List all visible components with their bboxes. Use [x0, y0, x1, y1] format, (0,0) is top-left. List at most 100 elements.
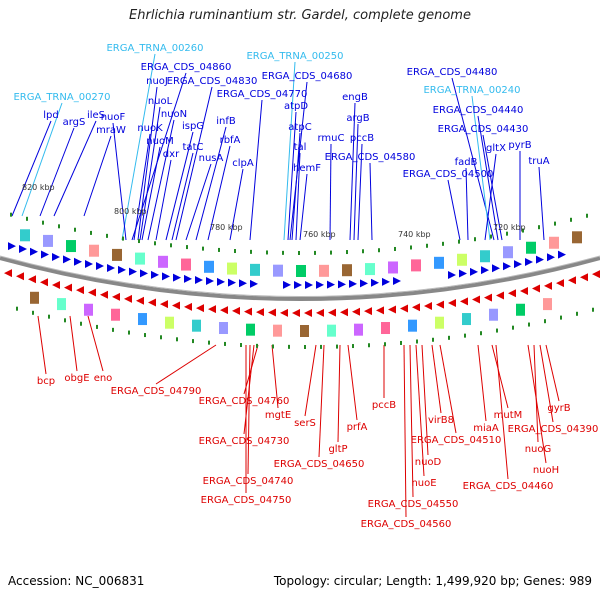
tick-dot	[512, 325, 514, 330]
gene-label: pccB	[372, 400, 396, 411]
reverse-gene-arrow	[412, 303, 420, 312]
tick-dot	[554, 221, 556, 226]
label-line	[369, 162, 373, 241]
forward-gene-arrow	[8, 242, 16, 251]
gene-label: nuoN	[161, 109, 187, 120]
feature-block	[572, 231, 582, 244]
forward-gene-arrow	[52, 252, 60, 261]
tick-dot	[122, 236, 124, 241]
gene-label: ERGA_CDS_04480	[407, 67, 498, 78]
label-line	[139, 106, 161, 241]
reverse-gene-arrow	[364, 307, 372, 316]
label-line	[69, 315, 78, 372]
forward-gene-arrow	[294, 280, 302, 289]
tick-dot	[74, 227, 76, 232]
gene-label: mutM	[494, 410, 523, 421]
forward-gene-arrow	[305, 280, 313, 289]
label-line	[165, 131, 194, 241]
forward-gene-arrow	[151, 270, 159, 279]
label-line	[249, 99, 263, 241]
scale-label: 760 kbp	[303, 230, 336, 239]
tick-dot	[490, 234, 492, 239]
tick-dot	[480, 331, 482, 336]
gene-label: ERGA_CDS_04510	[411, 435, 502, 446]
gene-label: ERGA_TRNA_00240	[423, 85, 520, 96]
reverse-gene-arrow	[172, 301, 180, 310]
tick-dot	[570, 217, 572, 222]
gene-label: atpD	[284, 101, 308, 112]
forward-gene-arrow	[327, 280, 335, 289]
feature-block	[526, 241, 536, 254]
forward-gene-arrow	[239, 279, 247, 288]
reverse-gene-arrow	[376, 306, 384, 315]
tick-dot	[522, 228, 524, 233]
gene-label: serS	[294, 418, 316, 429]
feature-block	[165, 316, 174, 329]
tick-dot	[218, 247, 220, 252]
reverse-gene-arrow	[268, 308, 276, 317]
gene-label: prfA	[347, 422, 368, 433]
gene-label: gyrB	[547, 403, 570, 414]
feature-block	[354, 323, 363, 336]
gene-label: ERGA_TRNA_00260	[106, 43, 203, 54]
gene-label: nuoL	[148, 96, 173, 107]
forward-gene-arrow	[96, 262, 104, 271]
tick-dot	[298, 250, 300, 255]
tick-dot	[458, 239, 460, 244]
gene-label: ERGA_CDS_04460	[463, 481, 554, 492]
gene-label: ERGA_CDS_04550	[368, 499, 459, 510]
tick-dot	[506, 231, 508, 236]
feature-block	[66, 240, 76, 253]
scale-label: 780 kbp	[210, 223, 243, 232]
reverse-gene-arrow	[100, 290, 108, 299]
forward-gene-arrow	[217, 277, 225, 286]
label-line	[247, 344, 251, 475]
forward-gene-arrow	[503, 262, 511, 271]
feature-block	[250, 263, 260, 276]
label-line	[491, 344, 509, 409]
tick-dot	[330, 250, 332, 255]
tick-dot	[138, 239, 140, 244]
tick-dot	[474, 237, 476, 242]
tick-dot	[250, 249, 252, 254]
label-line	[195, 126, 227, 241]
forward-gene-arrow	[536, 255, 544, 264]
label-line	[539, 344, 554, 423]
reverse-gene-arrow	[568, 276, 576, 285]
reverse-gene-arrow	[580, 273, 588, 282]
feature-block	[192, 319, 201, 332]
label-line	[155, 159, 172, 241]
reverse-gene-arrow	[544, 281, 552, 290]
forward-gene-arrow	[206, 276, 214, 285]
map-title: Ehrlichia ruminantium str. Gardel, compl…	[129, 8, 471, 23]
tick-dot	[544, 319, 546, 324]
tick-dot	[224, 341, 226, 346]
reverse-gene-arrow	[280, 308, 288, 317]
feature-block	[219, 322, 228, 335]
gene-label: lpd	[43, 110, 58, 121]
label-line	[87, 315, 104, 372]
feature-block	[489, 308, 498, 321]
gene-label: ERGA_CDS_04760	[199, 396, 290, 407]
tick-dot	[128, 330, 130, 335]
gene-label: ERGA_CDS_04740	[203, 476, 294, 487]
reverse-gene-arrow	[124, 294, 132, 303]
label-line	[11, 120, 52, 217]
feature-block	[342, 264, 352, 277]
label-line	[477, 344, 487, 422]
forward-gene-arrow	[63, 255, 71, 264]
reverse-gene-arrow	[436, 300, 444, 309]
forward-gene-arrow	[382, 277, 390, 286]
feature-block	[181, 258, 191, 271]
tick-dot	[154, 241, 156, 246]
scale-label: 720 kbp	[493, 223, 526, 232]
gene-label: tatC	[183, 142, 204, 153]
gene-label: ERGA_CDS_04390	[508, 424, 599, 435]
tick-dot	[10, 212, 12, 217]
feature-block	[273, 324, 282, 337]
tick-dot	[240, 343, 242, 348]
tick-dot	[202, 246, 204, 251]
gene-label: ERGA_CDS_04650	[274, 459, 365, 470]
forward-gene-arrow	[195, 275, 203, 284]
feature-block	[434, 256, 444, 269]
